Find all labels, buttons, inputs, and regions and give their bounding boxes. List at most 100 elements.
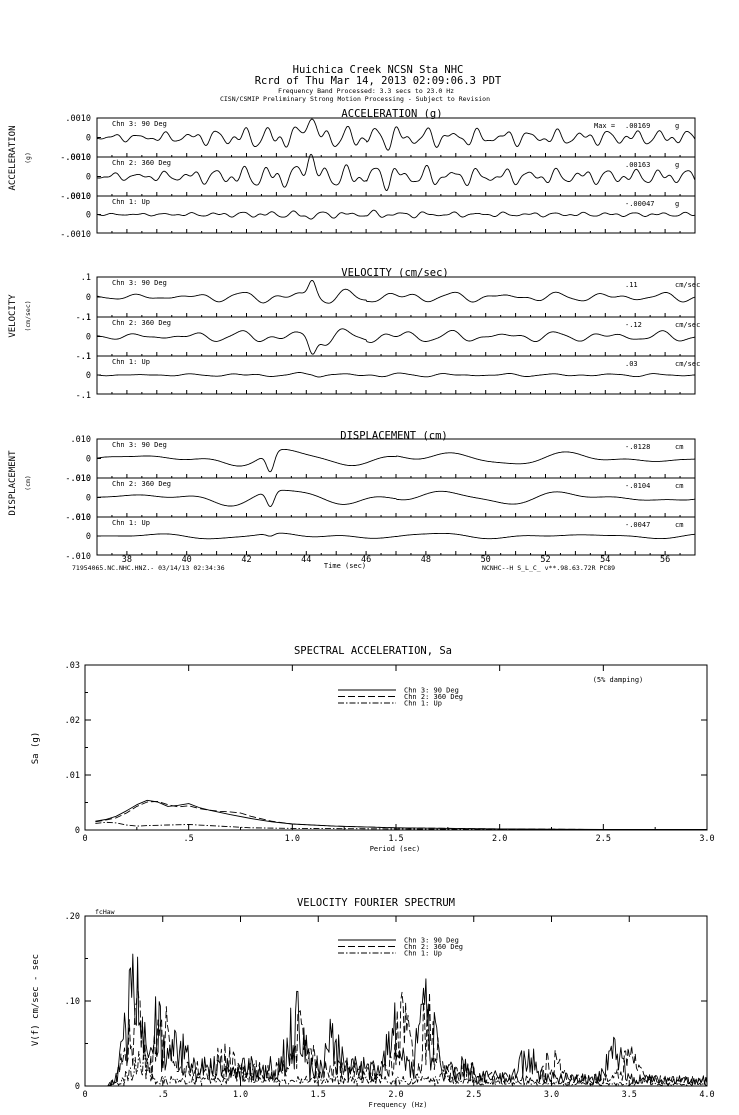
peak-value-label: -.0104 (625, 482, 650, 490)
fs-axes: 0 .5 1.0 1.5 2.0 2.5 3.0 3.5 4.0 0 .10 .20 (65, 912, 715, 1100)
legend-label-chn-3-90-deg: Chn 3: 90 Deg (404, 687, 459, 695)
band-note: Frequency Band Processed: 3.3 secs to 23… (278, 87, 454, 95)
y-tick-label: .01 (65, 771, 80, 781)
legend-label-chn-1-up: Chn 1: Up (404, 950, 442, 958)
spectral-acceleration-panel: SPECTRAL ACCELERATION, Sa (5% damping) S… (31, 645, 715, 853)
velocity-yunit: (cm/sec) (24, 300, 32, 331)
disclaimer-note: CISN/CSMIP Preliminary Strong Motion Pro… (220, 95, 490, 103)
sa-xlabel: Period (sec) (370, 845, 421, 853)
sa-ylabel: Sa (g) (31, 732, 41, 765)
y-tick-label: 0 (75, 1082, 80, 1092)
channel-label: Chn 2: 360 Deg (112, 480, 171, 488)
processing-footer: NCNHC--H S_L_C_ v**.98.63.72R PC89 (482, 564, 615, 572)
time-tick-label: 40 (182, 555, 192, 565)
y-tick-label: .02 (65, 716, 80, 726)
amplitude-tick-label: -.0010 (60, 230, 91, 240)
amplitude-tick-label: .0010 (65, 114, 91, 124)
y-tick-label: 0 (75, 826, 80, 836)
fs-series-group (85, 953, 708, 1087)
amplitude-tick-label: 0 (86, 494, 91, 504)
x-tick-label: 2.0 (492, 834, 507, 844)
sa-series-chn-2-360-deg (95, 800, 707, 830)
amplitude-tick-label: 0 (86, 173, 91, 183)
amplitude-tick-label: .010 (71, 513, 91, 523)
x-tick-label: 0 (82, 1090, 87, 1100)
amplitude-tick-label: .0010 (65, 192, 91, 202)
peak-unit-label: cm (675, 443, 683, 451)
peak-value-label: .03 (625, 360, 638, 368)
amplitude-tick-label: 0 (86, 532, 91, 542)
amplitude-tick-label: .1 (81, 313, 91, 323)
y-tick-label: .03 (65, 661, 80, 671)
fs-xlabel: Frequency (Hz) (368, 1101, 427, 1109)
x-tick-label: 1.5 (388, 834, 403, 844)
max-prefix-label: Max = (594, 122, 615, 130)
x-tick-label: 2.5 (466, 1090, 481, 1100)
channel-label: Chn 1: Up (112, 198, 150, 206)
x-tick-label: 4.0 (699, 1090, 714, 1100)
time-tick-label: 44 (301, 555, 311, 565)
fs-corner-label: fcHaw (95, 908, 115, 916)
time-axis-label: Time (sec) (324, 562, 366, 570)
peak-unit-label: g (675, 161, 679, 169)
time-tick-label: 38 (122, 555, 132, 565)
x-tick-label: 3.5 (622, 1090, 637, 1100)
displacement-title: DISPLACEMENT (cm) (340, 430, 447, 442)
peak-unit-label: cm (675, 482, 683, 490)
amplitude-tick-label: .010 (71, 474, 91, 484)
y-tick-label: .20 (65, 912, 80, 922)
dis-trace-chn-1-up (96, 532, 695, 540)
displacement-yunit: (cm) (24, 475, 32, 491)
amplitude-tick-label: .1 (81, 352, 91, 362)
amplitude-tick-label: 0 (86, 371, 91, 381)
time-tick-label: 52 (540, 555, 550, 565)
record-id-footer: 71954065.NC.NHC.HNZ.- 03/14/13 02:34:36 (72, 564, 225, 572)
displacement-ylabel: DISPLACEMENT (8, 450, 18, 516)
x-tick-label: 0 (82, 834, 87, 844)
time-axis: 38 40 42 44 46 48 50 52 54 56 (122, 555, 670, 565)
damping-note: (5% damping) (593, 676, 644, 684)
acc-trace-chn-2-360-deg (96, 153, 696, 192)
peak-value-label: -.0128 (625, 443, 650, 451)
sa-title: SPECTRAL ACCELERATION, Sa (294, 645, 452, 657)
peak-unit-label: cm (675, 521, 683, 529)
y-tick-label: .10 (65, 997, 80, 1007)
peak-value-label: -.0047 (625, 521, 650, 529)
x-tick-label: 1.0 (285, 834, 300, 844)
channel-label: Chn 3: 90 Deg (112, 441, 167, 449)
amplitude-tick-label: 0 (86, 211, 91, 221)
vel-channel-frame (96, 276, 696, 318)
time-tick-label: 42 (241, 555, 251, 565)
dis-channel-frame (96, 477, 696, 518)
time-tick-label: 50 (481, 555, 491, 565)
peak-value-label: .00163 (625, 161, 650, 169)
acceleration-yunit: (g) (24, 152, 32, 164)
amplitude-tick-label: .0010 (65, 153, 91, 163)
fs-series-chn-2-360-deg (85, 982, 708, 1087)
channel-label: Chn 2: 360 Deg (112, 159, 171, 167)
amplitude-tick-label: -.1 (76, 391, 91, 401)
dis-channel-frame (96, 516, 696, 556)
dis-trace-chn-2-360-deg (97, 489, 696, 507)
peak-unit-label: g (675, 200, 679, 208)
amplitude-tick-label: .010 (71, 435, 91, 445)
sa-axes: 0 .5 1.0 1.5 2.0 2.5 3.0 0 .01 .02 .03 (65, 661, 715, 844)
acc-channel-frame (96, 156, 696, 197)
channel-label: Chn 1: Up (112, 519, 150, 527)
legend-label-chn-2-360-deg: Chn 2: 360 Deg (404, 693, 463, 701)
channel-label: Chn 2: 360 Deg (112, 319, 171, 327)
vel-trace-chn-3-90-deg (96, 279, 696, 304)
acceleration-title: ACCELERATION (g) (341, 108, 442, 120)
amplitude-tick-label: 0 (86, 293, 91, 303)
amplitude-tick-label: .1 (81, 273, 91, 283)
dis-channel-frame (96, 438, 696, 479)
peak-value-label: .00169 (625, 122, 650, 130)
acceleration-panel: ACCELERATION (g) ACCELERATION (g) Max = … (8, 108, 696, 240)
amplitude-tick-label: 0 (86, 333, 91, 343)
velocity-title: VELOCITY (cm/sec) (341, 267, 448, 279)
acc-trace-chn-3-90-deg (97, 118, 696, 151)
fs-title: VELOCITY FOURIER SPECTRUM (297, 897, 455, 909)
fs-ylabel: V(f) cm/sec - sec (31, 954, 41, 1046)
